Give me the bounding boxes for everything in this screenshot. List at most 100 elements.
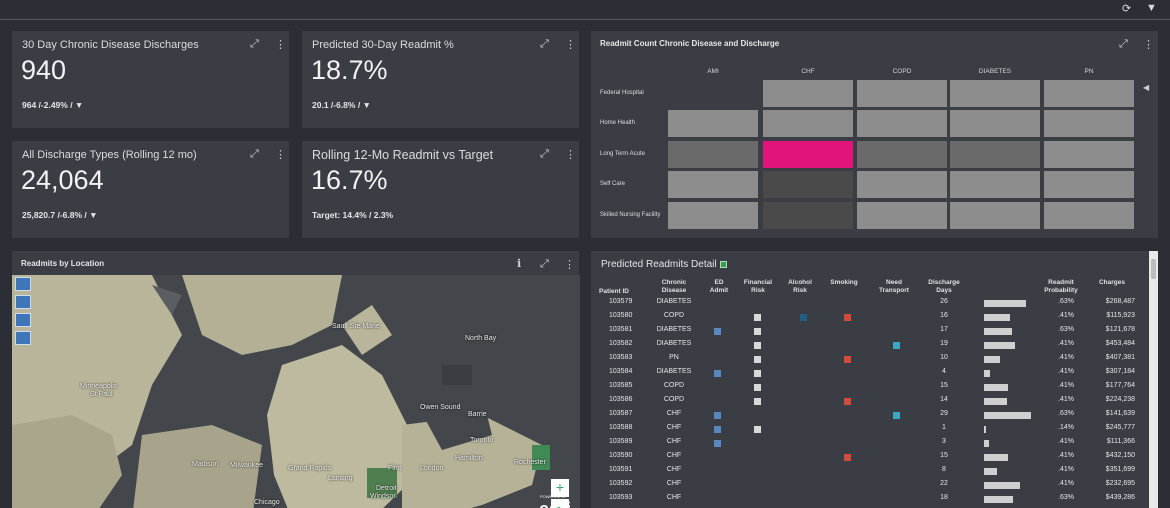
heatmap-cell[interactable]: [1044, 110, 1134, 137]
table-column-header[interactable]: Charges: [1098, 279, 1125, 286]
esri-logo: esri: [539, 499, 571, 508]
more-options-icon[interactable]: ⋮: [564, 259, 575, 271]
heatmap-cell[interactable]: [950, 202, 1040, 229]
heatmap-cell[interactable]: [857, 171, 947, 198]
legend-tool-icon[interactable]: [15, 331, 31, 345]
discharge-days-cell: 8: [942, 466, 946, 473]
disease-cell: CHF: [666, 410, 682, 417]
heatmap-cell[interactable]: [763, 110, 853, 137]
table-row[interactable]: 103590 CHF 15 .41% $432,150: [591, 452, 1146, 464]
map-label: Windsor: [370, 493, 396, 500]
home-tool-icon[interactable]: [15, 277, 31, 291]
discharge-days-bar: [984, 300, 1026, 307]
detail-title-text: Predicted Readmits Detail: [601, 259, 717, 270]
map-label: Lansing: [328, 475, 353, 482]
heatmap-cell[interactable]: [857, 110, 947, 137]
map-label: Flint: [388, 465, 402, 472]
table-row[interactable]: 103582 DIABETES 19 .41% $453,484: [591, 340, 1146, 352]
heatmap-cell[interactable]: [668, 171, 758, 198]
heatmap-cell[interactable]: [668, 80, 758, 107]
table-row[interactable]: 103588 CHF 1 .14% $245,777: [591, 424, 1146, 436]
table-row[interactable]: 103591 CHF 8 .41% $351,699: [591, 466, 1146, 478]
refresh-icon[interactable]: ⟳: [1122, 3, 1132, 15]
heatmap-cell[interactable]: [668, 110, 758, 137]
kpi-title: 30 Day Chronic Disease Discharges: [22, 39, 199, 51]
kpi-title: All Discharge Types (Rolling 12 mo): [22, 149, 197, 161]
expand-icon[interactable]: ⤢: [250, 38, 259, 50]
filter-icon[interactable]: ▼: [1146, 2, 1157, 14]
heatmap-cell[interactable]: [1044, 80, 1134, 107]
scrollbar-thumb[interactable]: [1151, 259, 1156, 279]
heatmap-row-header: Skilled Nursing Facility: [600, 212, 661, 218]
table-row[interactable]: 103584 DIABETES 4 .41% $307,184: [591, 368, 1146, 380]
table-row[interactable]: 103580 COPD 16 .41% $115,923: [591, 312, 1146, 324]
heatmap-cell[interactable]: [763, 80, 853, 107]
table-row[interactable]: 103587 CHF 29 .63% $141,639: [591, 410, 1146, 422]
heatmap-cell[interactable]: [857, 202, 947, 229]
map-view[interactable]: Sault Ste Marie North Bay Minneapolis St…: [12, 275, 580, 508]
table-column-header[interactable]: Readmit Probability: [1044, 279, 1078, 294]
heatmap-cell[interactable]: [1044, 202, 1134, 229]
zoom-in-button[interactable]: +: [551, 479, 569, 497]
heatmap-cell[interactable]: [763, 171, 853, 198]
expand-icon[interactable]: ⤢: [540, 148, 549, 160]
info-icon[interactable]: ℹ: [517, 258, 522, 270]
layers-tool-icon[interactable]: [15, 295, 31, 309]
table-column-header[interactable]: Need Transport: [879, 279, 909, 294]
table-column-header[interactable]: Alcohol Risk: [788, 279, 812, 294]
zoom-out-button[interactable]: −: [551, 499, 569, 508]
table-row[interactable]: 103593 CHF 18 .63% $439,286: [591, 494, 1146, 506]
table-row[interactable]: 103581 DIABETES 17 .63% $121,678: [591, 326, 1146, 338]
more-options-icon[interactable]: ⋮: [275, 149, 286, 161]
heatmap-cell[interactable]: [950, 110, 1040, 137]
more-options-icon[interactable]: ⋮: [1143, 39, 1154, 51]
fin-indicator: [754, 328, 761, 335]
map-label: Rochester: [514, 459, 546, 466]
heatmap-cell[interactable]: [857, 80, 947, 107]
locate-tool-icon[interactable]: [15, 313, 31, 327]
patient-id-cell: 103581: [609, 326, 633, 333]
heatmap-cell[interactable]: [950, 171, 1040, 198]
expand-icon[interactable]: ⤢: [1119, 38, 1128, 50]
expand-icon[interactable]: ⤢: [540, 38, 549, 50]
heatmap-cell[interactable]: [1044, 141, 1134, 168]
collapse-arrow-icon[interactable]: ◀: [1143, 83, 1150, 92]
patient-id-cell: 103593: [609, 494, 633, 501]
heatmap-cell[interactable]: [950, 141, 1040, 168]
heatmap-cell[interactable]: [668, 141, 758, 168]
table-row[interactable]: 103586 COPD 14 .41% $224,238: [591, 396, 1146, 408]
table-column-header[interactable]: Smoking: [830, 279, 858, 286]
table-row[interactable]: 103585 COPD 15 .41% $177,764: [591, 382, 1146, 394]
disease-cell: COPD: [663, 396, 685, 403]
heatmap-cell[interactable]: [763, 202, 853, 229]
disease-cell: COPD: [663, 382, 685, 389]
table-column-header[interactable]: Chronic Disease: [661, 279, 687, 294]
table-column-header[interactable]: Patient ID: [599, 288, 629, 295]
expand-icon[interactable]: ⤢: [250, 148, 259, 160]
table-row[interactable]: 103592 CHF 22 .41% $232,695: [591, 480, 1146, 492]
heatmap-cell[interactable]: [950, 80, 1040, 107]
expand-icon[interactable]: ⤢: [540, 258, 549, 270]
table-column-header[interactable]: Financial Risk: [743, 279, 773, 294]
more-options-icon[interactable]: ⋮: [565, 39, 576, 51]
heatmap-cell[interactable]: [857, 141, 947, 168]
excel-export-icon[interactable]: [719, 260, 727, 268]
heatmap-cell[interactable]: [668, 202, 758, 229]
ed-indicator: [714, 440, 721, 447]
table-row[interactable]: 103583 PN 10 .41% $407,381: [591, 354, 1146, 366]
map-label: North Bay: [465, 335, 497, 342]
discharge-days-bar: [984, 496, 1013, 503]
more-options-icon[interactable]: ⋮: [275, 39, 286, 51]
smk-indicator: [844, 314, 851, 321]
table-row[interactable]: 103579 DIABETES 26 .63% $268,487: [591, 298, 1146, 310]
more-options-icon[interactable]: ⋮: [565, 149, 576, 161]
disease-cell: CHF: [666, 424, 682, 431]
table-column-header[interactable]: ED Admit: [709, 279, 729, 294]
heatmap-cell[interactable]: [1044, 171, 1134, 198]
patient-id-cell: 103591: [609, 466, 633, 473]
heatmap-cell[interactable]: [763, 141, 853, 168]
table-column-header[interactable]: Discharge Days: [928, 279, 960, 294]
ed-indicator: [714, 328, 721, 335]
table-row[interactable]: 103589 CHF 3 .41% $111,366: [591, 438, 1146, 450]
scrollbar[interactable]: [1149, 251, 1158, 508]
